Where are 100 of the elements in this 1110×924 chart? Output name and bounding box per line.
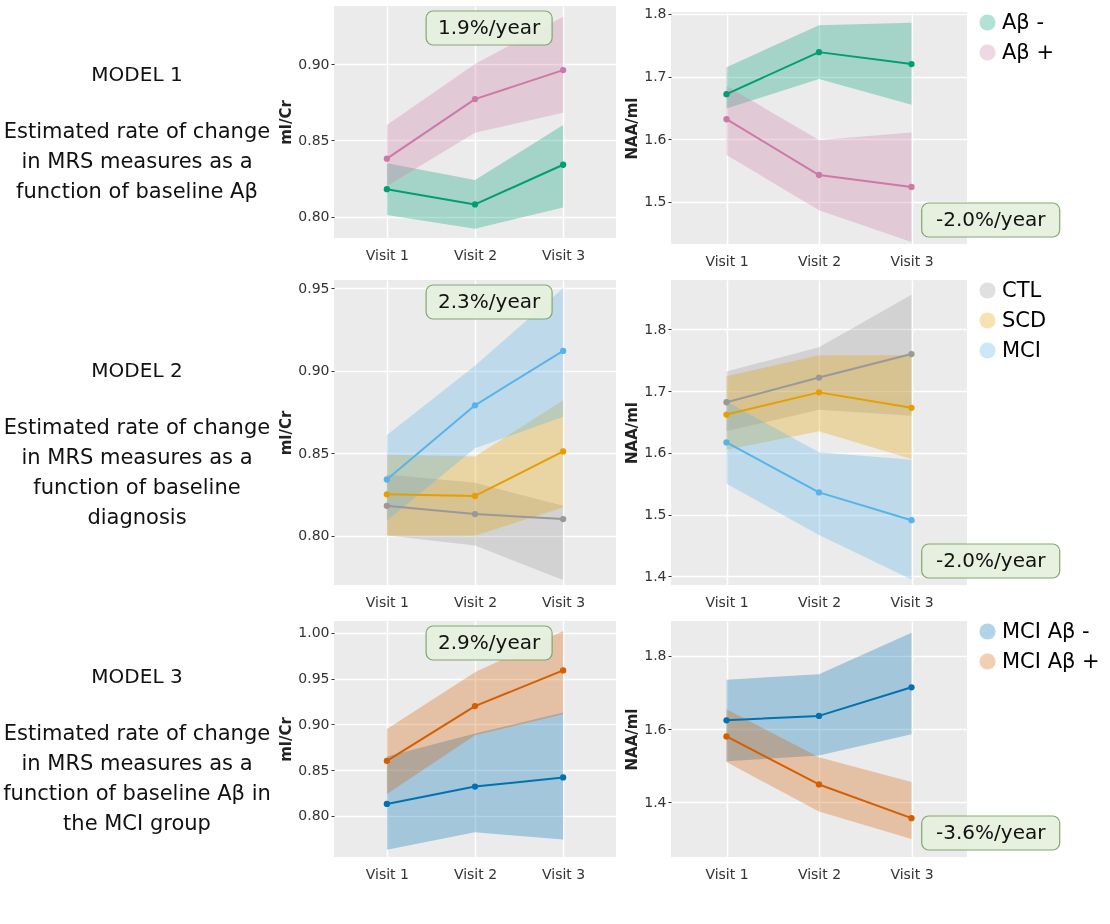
annotation: -2.0%/year	[936, 548, 1047, 572]
y-axis-title: NAA/ml	[623, 401, 642, 465]
x-tick-label: Visit 2	[453, 246, 498, 263]
point	[471, 510, 479, 518]
point	[815, 374, 823, 381]
y-tick-label: 1.6	[644, 130, 667, 147]
text: Estimated rate of change in MRS measures as a function of baseline diagnosis	[2, 413, 272, 531]
y-axis-title: ml/Cr	[277, 410, 296, 456]
point	[559, 161, 567, 168]
point	[908, 517, 915, 524]
y-tick-label: 1.4	[644, 793, 667, 810]
point	[559, 774, 567, 781]
point	[815, 48, 823, 56]
point	[723, 399, 730, 406]
point	[723, 411, 730, 418]
text: MODEL 3	[90, 664, 184, 688]
y-axis-title: NAA/ml	[623, 708, 642, 771]
point	[723, 116, 730, 123]
annotation: -3.6%/year	[936, 820, 1047, 844]
legend-label: MCI Aβ +	[1002, 648, 1100, 673]
legend-label: Aβ +	[1002, 39, 1055, 64]
point	[383, 476, 391, 483]
x-tick-label: Visit 3	[890, 252, 934, 269]
point	[908, 815, 915, 822]
y-tick-label: 1.7	[644, 382, 667, 399]
x-tick-label: Visit 2	[797, 865, 842, 882]
y-tick-label: 0.90	[298, 715, 330, 732]
point	[383, 491, 391, 498]
x-tick-label: Visit 2	[453, 593, 498, 610]
y-tick-label: 1.8	[644, 320, 667, 337]
y-tick-label: 0.80	[298, 208, 330, 225]
point	[383, 800, 391, 808]
y-tick-label: 1.6	[644, 444, 667, 461]
point	[471, 95, 479, 103]
point	[815, 712, 823, 720]
point	[383, 186, 391, 193]
y-tick-label: 1.8	[644, 5, 667, 22]
y-axis-title: ml/Cr	[277, 99, 296, 145]
point	[471, 783, 479, 790]
text: Estimated rate of change in MRS measures as a function of baseline Aβ in the MCI group	[2, 720, 272, 837]
y-tick-label: 1.5	[644, 506, 667, 523]
x-tick-label: Visit 3	[542, 593, 586, 610]
text: Estimated rate of change in MRS measures as a function of baseline Aβ	[2, 118, 272, 205]
y-tick-label: 0.85	[298, 444, 330, 461]
point	[908, 404, 915, 411]
y-tick-label: 1.5	[644, 193, 667, 210]
legend-label: MCI	[1002, 337, 1041, 362]
point	[471, 492, 479, 500]
y-tick-label: 0.85	[298, 131, 330, 148]
point	[908, 684, 915, 691]
y-tick-label: 0.80	[298, 807, 330, 824]
point	[559, 515, 567, 523]
y-tick-label: 1.8	[644, 647, 667, 664]
point	[383, 155, 391, 162]
point	[471, 402, 479, 409]
point	[815, 489, 823, 496]
x-tick-label: Visit 3	[890, 865, 934, 882]
legend-label: MCI Aβ -	[1002, 618, 1090, 643]
y-tick-label: 0.85	[298, 761, 330, 778]
annotation: -2.0%/year	[936, 207, 1047, 231]
point	[723, 733, 730, 740]
y-tick-label: 0.90	[298, 55, 330, 72]
legend-label: CTL	[1002, 277, 1042, 302]
point	[723, 439, 730, 446]
y-tick-label: 0.90	[298, 362, 330, 379]
point	[723, 717, 730, 724]
x-tick-label: Visit 1	[705, 593, 749, 610]
y-tick-label: 1.00	[298, 624, 330, 641]
y-tick-label: 1.6	[644, 720, 667, 737]
y-axis-title: NAA/ml	[623, 97, 642, 160]
x-tick-label: Visit 3	[890, 593, 934, 610]
y-tick-label: 0.95	[298, 670, 330, 687]
annotation: 2.9%/year	[438, 630, 541, 654]
x-tick-label: Visit 2	[797, 252, 842, 269]
x-tick-label: Visit 2	[453, 865, 498, 882]
text: MODEL 1	[90, 62, 184, 86]
x-tick-label: Visit 1	[365, 593, 409, 610]
legend-label: Aβ -	[1002, 9, 1045, 34]
x-tick-label: Visit 1	[365, 246, 409, 263]
point	[908, 60, 915, 68]
point	[383, 757, 391, 765]
point	[471, 702, 479, 710]
x-tick-label: Visit 1	[705, 865, 749, 882]
point	[723, 90, 730, 98]
point	[815, 171, 823, 179]
y-tick-label: 0.95	[298, 279, 330, 296]
y-tick-label: 1.4	[644, 567, 667, 584]
point	[559, 667, 567, 674]
point	[559, 448, 567, 455]
y-axis-title: ml/Cr	[277, 716, 296, 762]
x-tick-label: Visit 3	[542, 246, 586, 263]
point	[559, 66, 567, 74]
point	[815, 781, 823, 788]
point	[908, 183, 915, 191]
annotation: 1.9%/year	[438, 15, 541, 39]
point	[908, 350, 915, 358]
point	[383, 502, 391, 510]
y-tick-label: 0.80	[298, 527, 330, 544]
x-tick-label: Visit 1	[365, 865, 409, 882]
x-tick-label: Visit 3	[542, 865, 586, 882]
